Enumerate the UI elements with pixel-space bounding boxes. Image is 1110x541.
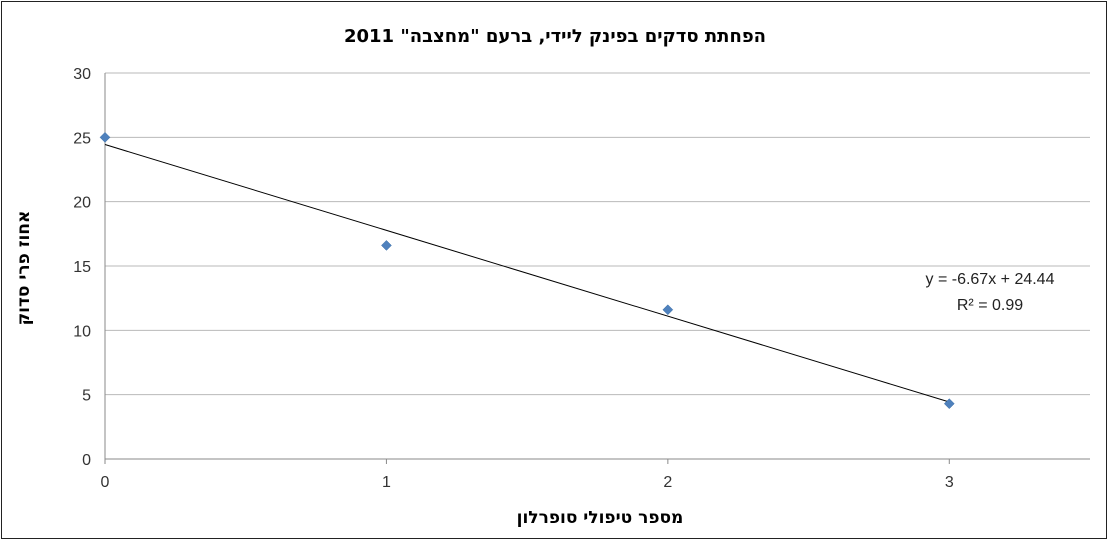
x-tick-labels: 0 1 2 3 (101, 474, 954, 491)
y-tick-label: 0 (82, 452, 91, 469)
chart-title: הפחתת סדקים בפינק ליידי, ברעם "מחצבה" 20… (344, 26, 766, 47)
gridlines (104, 72, 1090, 464)
data-point-0 (99, 131, 111, 143)
r-squared-label: R² = 0.99 (957, 297, 1023, 314)
y-tick-label: 5 (82, 388, 91, 405)
trendline-equation: y = -6.67x + 24.44 (926, 271, 1055, 288)
y-axis-label: אחוז פרי סדוק (14, 211, 34, 326)
y-tick-label: 30 (73, 66, 91, 83)
y-tick-label: 25 (73, 130, 91, 147)
data-point-1 (381, 240, 392, 251)
y-tick-labels: 0 5 10 15 20 25 30 (73, 66, 91, 469)
x-tick-label: 3 (945, 474, 954, 491)
data-points (99, 131, 955, 410)
x-tick-label: 1 (382, 474, 391, 491)
y-tick-label: 20 (73, 195, 91, 212)
data-point-3 (943, 398, 955, 410)
y-tick-label: 10 (73, 323, 91, 340)
x-tick-label: 0 (101, 474, 110, 491)
y-tick-label: 15 (73, 259, 91, 276)
data-point-2 (662, 304, 674, 316)
x-axis-label: מספר טיפולי סופרלון (517, 508, 684, 528)
trendline (104, 144, 950, 403)
x-tick-label: 2 (663, 474, 672, 491)
